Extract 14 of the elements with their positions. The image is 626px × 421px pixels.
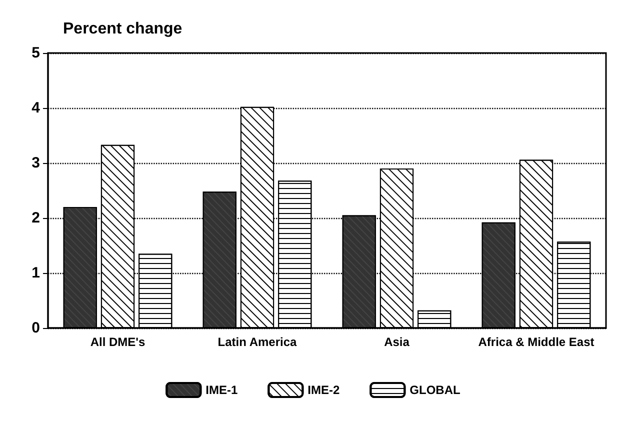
y-tick-label: 0 <box>32 320 40 336</box>
legend-label: GLOBAL <box>410 383 460 397</box>
y-tick-label: 2 <box>32 210 40 226</box>
x-tick-label: Latin America <box>218 335 298 349</box>
legend-label: IME-2 <box>308 383 340 397</box>
y-tick-label: 5 <box>32 44 40 62</box>
x-tick-label: Asia <box>384 335 410 349</box>
y-axis-title: Percent change <box>63 20 182 38</box>
y-tick-label: 1 <box>32 264 40 282</box>
y-tick-label: 4 <box>32 100 41 116</box>
legend-label: IME-1 <box>206 383 238 397</box>
x-tick-label: Africa & Middle East <box>478 335 594 349</box>
y-tick-label: 3 <box>32 154 40 172</box>
x-tick-label: All DME's <box>90 335 146 349</box>
